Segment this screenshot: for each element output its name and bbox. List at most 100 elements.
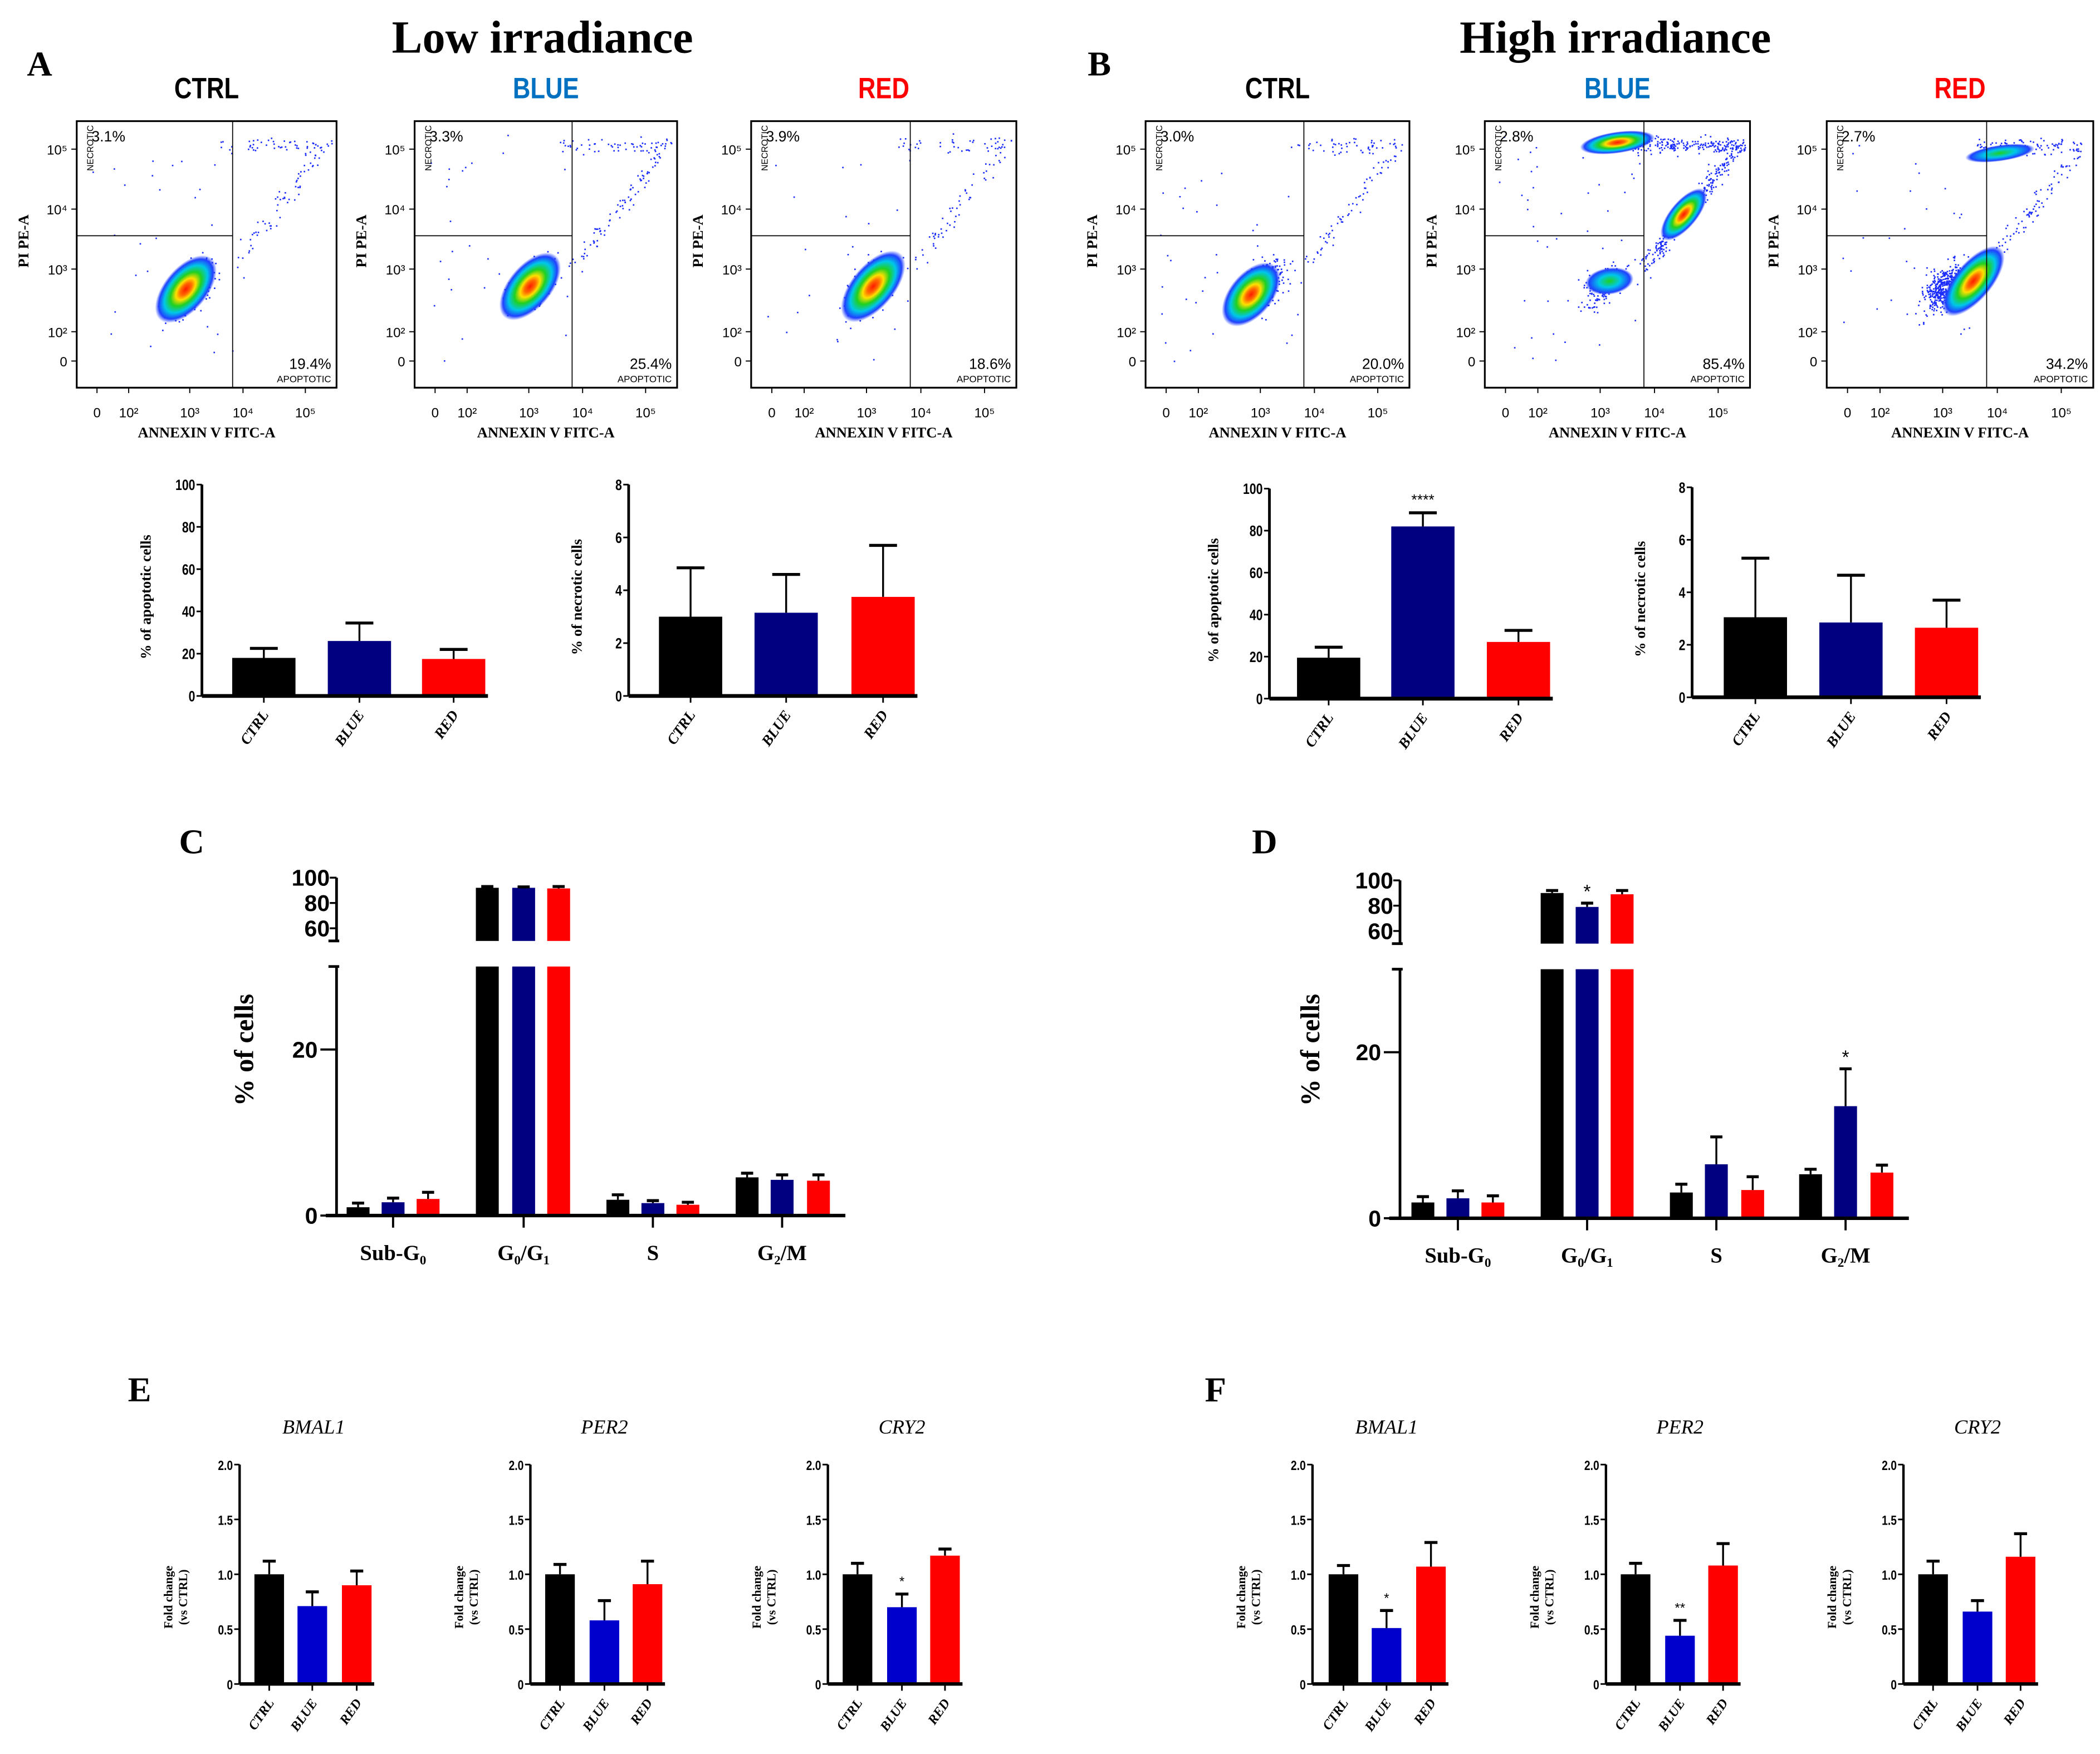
flow-dot: [1289, 283, 1291, 285]
flow-dot: [2040, 189, 2042, 191]
flow-dot: [934, 247, 937, 249]
flow-dot: [276, 209, 278, 212]
flow-dot: [2043, 205, 2044, 208]
flow-dot: [1946, 284, 1948, 286]
flow-dot: [1670, 144, 1672, 146]
flow-dot: [1164, 342, 1167, 344]
flow-dot: [636, 146, 638, 148]
flow-dot: [882, 309, 884, 311]
flow-dot: [1713, 179, 1715, 182]
flow-dot: [1274, 261, 1276, 263]
panel-letter-d: D: [1252, 822, 1277, 861]
flow-dot: [1657, 143, 1659, 145]
category-label: BLUE: [757, 707, 794, 749]
flow-dot: [2075, 149, 2078, 151]
flow-dot: [589, 148, 590, 150]
flow-dot: [2037, 200, 2039, 202]
flow-dot: [2030, 140, 2032, 143]
flow-dot: [2079, 156, 2081, 158]
flow-dot: [1345, 143, 1347, 145]
flow-dot: [1603, 302, 1605, 305]
flow-dot: [2047, 145, 2048, 146]
flow-dot: [1926, 285, 1928, 286]
category-label: CTRL: [1728, 708, 1764, 749]
flow-dot: [1711, 184, 1713, 187]
flow-dot: [1732, 148, 1734, 150]
flow-dot: [1646, 150, 1647, 151]
y-axis-label-2: (vs CTRL): [177, 1570, 190, 1625]
flow-dot: [1602, 247, 1604, 249]
flow-dot: [2081, 143, 2083, 145]
flow-dot: [1742, 139, 1745, 141]
flow-dot: [110, 333, 112, 335]
flow-dot: [2050, 192, 2053, 194]
flow-dot: [312, 142, 314, 144]
flow-dot: [1939, 286, 1941, 288]
flow-dot: [1906, 313, 1908, 315]
flow-dot: [1674, 148, 1676, 150]
flow-dot: [1367, 148, 1369, 150]
flow-dot: [767, 316, 769, 318]
flow-dot: [1567, 300, 1569, 302]
flow-dot: [1395, 155, 1397, 158]
flow-dot: [1918, 305, 1920, 306]
flow-dot: [1706, 146, 1708, 148]
flow-dot: [214, 287, 216, 290]
flow-dot: [1737, 139, 1739, 141]
flow-dot: [1383, 161, 1384, 163]
flow-dot: [1393, 139, 1396, 141]
flow-dot: [993, 164, 995, 166]
flow-dot: [1718, 172, 1720, 174]
x-tick-label: 10⁴: [572, 405, 593, 420]
bar-red: [851, 596, 915, 696]
y-tick-label: 8: [615, 477, 622, 494]
flow-dot: [899, 138, 902, 140]
flow-dot: [1698, 153, 1700, 155]
flow-dot: [1677, 155, 1679, 158]
flow-dot: [1707, 143, 1710, 144]
flow-dot: [1743, 149, 1745, 150]
flow-dot: [1710, 136, 1712, 138]
flow-dot: [1944, 283, 1946, 285]
flow-dot: [2077, 150, 2079, 152]
flow-dot: [1732, 160, 1734, 162]
flow-dot: [1564, 341, 1566, 343]
flow-dot: [213, 351, 216, 354]
flow-dot: [252, 144, 254, 146]
flow-dot: [290, 141, 292, 143]
flow-dot: [1953, 212, 1955, 214]
flow-dot: [919, 142, 922, 144]
category-label: BLUE: [1655, 1696, 1688, 1735]
flow-dot: [1277, 300, 1280, 301]
flow-dot: [851, 246, 854, 248]
necrotic-label: NECROTIC: [761, 125, 770, 171]
flow-dot: [306, 146, 309, 148]
flow-dot: [1990, 144, 1992, 145]
flow-dot: [1659, 249, 1661, 252]
flow-dot: [114, 168, 115, 170]
flow-dot: [2076, 144, 2078, 146]
flow-dot: [1933, 280, 1936, 282]
flow-dot: [1937, 297, 1940, 300]
flow-dot: [1727, 142, 1730, 144]
flow-dot: [1933, 296, 1935, 298]
flow-dot: [1637, 283, 1639, 286]
density-core: [1222, 262, 1281, 327]
bar-red: [807, 1180, 830, 1216]
flow-dot: [1736, 148, 1737, 150]
flow-dot: [1737, 145, 1739, 147]
flow-dot: [2053, 149, 2054, 151]
flow-dot: [1947, 277, 1949, 279]
flow-dot: [1663, 147, 1666, 149]
apoptotic-percent: 25.4%: [630, 355, 672, 372]
flow-dot: [1526, 208, 1529, 210]
flow-dot: [1955, 267, 1957, 268]
flow-dot: [2035, 193, 2037, 195]
flow-dot: [1707, 170, 1709, 172]
x-axis-label: ANNEXIN V FITC-A: [1549, 424, 1686, 441]
flow-dot: [2061, 141, 2063, 143]
flow-dot: [2055, 144, 2057, 146]
flow-dot: [280, 146, 281, 149]
flow-dot: [1689, 146, 1691, 148]
